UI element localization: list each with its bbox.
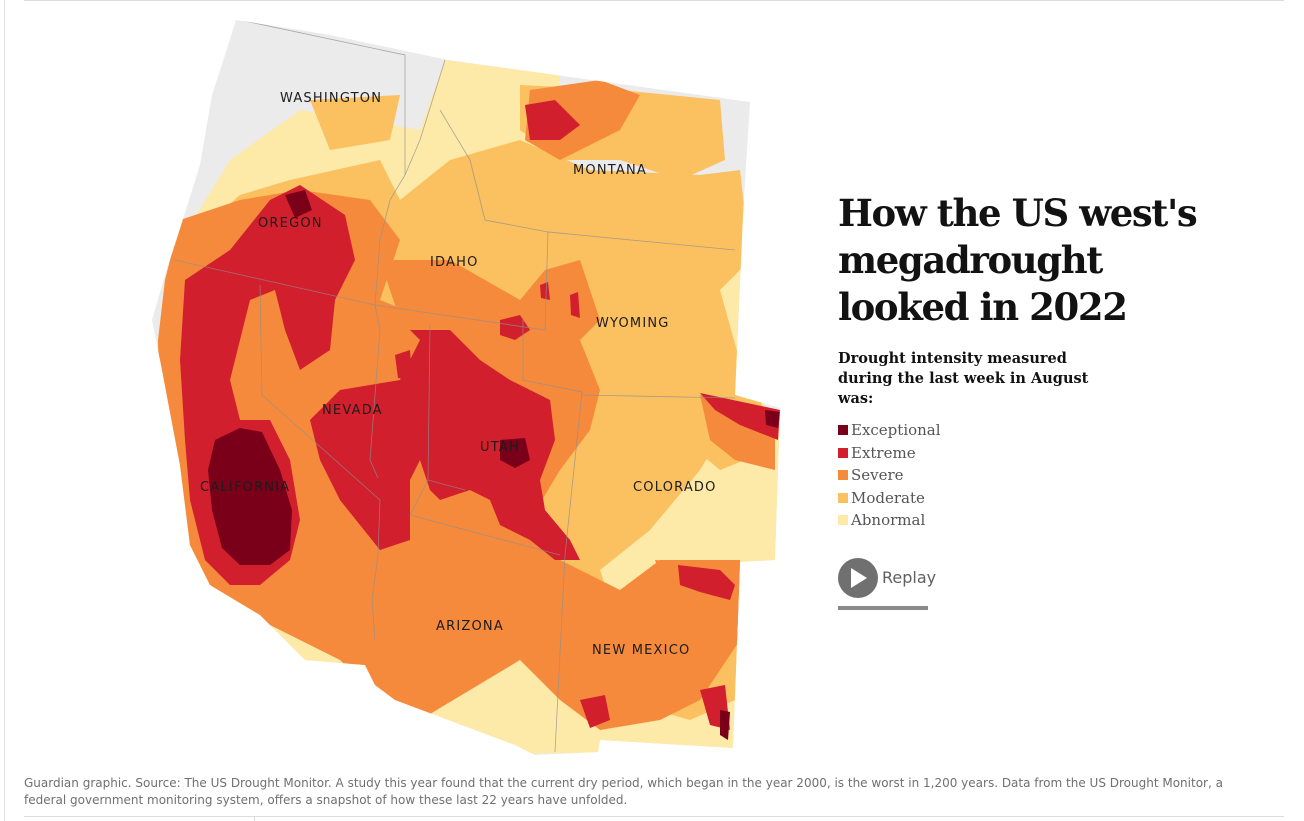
state-labels: WASHINGTON OREGON CALIFORNIA NEVADA IDAH… — [200, 91, 717, 658]
bottom-rule — [24, 816, 1284, 817]
state-label-washington: WASHINGTON — [280, 91, 382, 106]
state-label-nevada: NEVADA — [322, 403, 383, 418]
drought-map: WASHINGTON OREGON CALIFORNIA NEVADA IDAH… — [152, 20, 780, 755]
legend-label: Moderate — [851, 488, 925, 507]
state-label-idaho: IDAHO — [430, 255, 479, 270]
headline: How the US west's megadrought looked in … — [838, 191, 1198, 329]
state-borders — [174, 20, 736, 753]
exceptional-drought-layer — [208, 190, 780, 740]
left-rule — [4, 0, 5, 821]
drought-layers — [152, 20, 780, 755]
replay-progress-fill — [838, 605, 928, 610]
state-label-california: CALIFORNIA — [200, 480, 290, 495]
subtitle: Drought intensity measured during the la… — [838, 350, 1089, 407]
caption: Guardian graphic. Source: The US Drought… — [24, 776, 1223, 807]
legend-item: Exceptional — [838, 419, 1198, 442]
replay-progress-track — [838, 605, 928, 610]
bottom-tick — [254, 816, 255, 821]
state-label-arizona: ARIZONA — [436, 619, 504, 634]
legend: Exceptional Extreme Severe Moderate Abno… — [838, 419, 1198, 532]
legend-swatch-exceptional — [838, 425, 848, 436]
replay-button[interactable]: Replay — [838, 557, 958, 598]
legend-item: Moderate — [838, 487, 1198, 510]
legend-item: Abnormal — [838, 509, 1198, 532]
state-label-montana: MONTANA — [573, 163, 647, 178]
legend-label: Exceptional — [851, 421, 941, 440]
info-panel: How the US west's megadrought looked in … — [838, 190, 1198, 610]
legend-label: Severe — [851, 466, 904, 485]
state-label-utah: UTAH — [480, 440, 520, 455]
top-rule — [24, 0, 1284, 1]
state-label-colorado: COLORADO — [633, 480, 717, 495]
state-label-new-mexico: NEW MEXICO — [592, 643, 690, 658]
state-label-wyoming: WYOMING — [596, 316, 670, 331]
legend-swatch-abnormal — [838, 515, 848, 526]
replay-label[interactable]: Replay — [882, 568, 937, 587]
legend-swatch-extreme — [838, 447, 848, 458]
legend-item: Severe — [838, 464, 1198, 487]
legend-swatch-severe — [838, 470, 848, 481]
legend-item: Extreme — [838, 442, 1198, 465]
play-icon — [851, 567, 867, 588]
replay-circle[interactable] — [838, 557, 878, 598]
legend-label: Abnormal — [851, 511, 926, 530]
state-label-oregon: OREGON — [258, 216, 323, 231]
legend-label: Extreme — [851, 443, 916, 462]
legend-swatch-moderate — [838, 492, 848, 503]
